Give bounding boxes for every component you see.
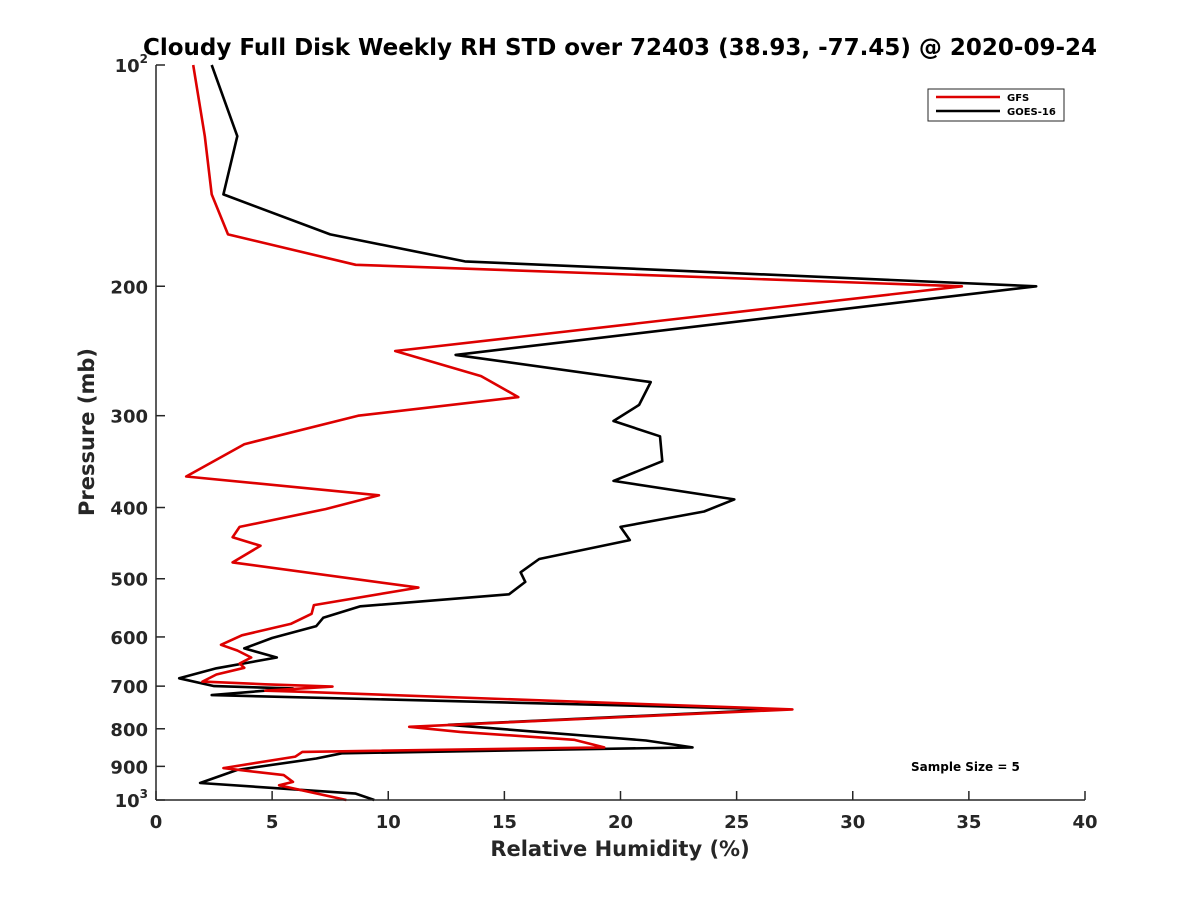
y-tick-label: 400 (110, 499, 148, 520)
series-layer (177, 64, 1038, 802)
legend-box (927, 88, 1065, 122)
y-tick-label: 600 (110, 628, 148, 649)
legend: GFS GOES-16 (927, 88, 1065, 122)
y-tick-label: 300 (110, 407, 148, 428)
y-tick-label: 700 (110, 677, 148, 698)
x-tick-label: 40 (1072, 812, 1097, 833)
x-tick-label: 10 (376, 812, 401, 833)
legend-label-goes16: GOES-16 (1007, 107, 1056, 118)
sample-size-annotation: Sample Size = 5 (911, 760, 1020, 774)
y-tick-label: 200 (110, 277, 148, 298)
y-tick-label: 500 (110, 570, 148, 591)
y-tick-label: 900 (110, 757, 148, 778)
y-tick-label: 103 (115, 787, 148, 812)
y-axis-label: Pressure (mb) (75, 348, 99, 516)
x-tick-label: 0 (150, 812, 163, 833)
x-ticks: 0 5 10 15 20 25 30 35 40 (150, 791, 1098, 833)
x-tick-label: 25 (724, 812, 749, 833)
series-line-goes16 (177, 64, 1038, 802)
legend-label-gfs: GFS (1007, 93, 1029, 104)
x-tick-label: 35 (956, 812, 981, 833)
y-ticks: 102 200 300 400 500 600 700 800 900 103 (110, 52, 165, 812)
x-tick-label: 20 (608, 812, 633, 833)
x-axis-label: Relative Humidity (%) (490, 837, 749, 861)
x-tick-label: 15 (492, 812, 517, 833)
series-line-gfs (184, 64, 964, 802)
y-tick-label: 102 (115, 52, 148, 77)
y-tick-label: 800 (110, 720, 148, 741)
x-tick-label: 30 (840, 812, 865, 833)
x-tick-label: 5 (266, 812, 279, 833)
chart-title: Cloudy Full Disk Weekly RH STD over 7240… (143, 35, 1097, 61)
